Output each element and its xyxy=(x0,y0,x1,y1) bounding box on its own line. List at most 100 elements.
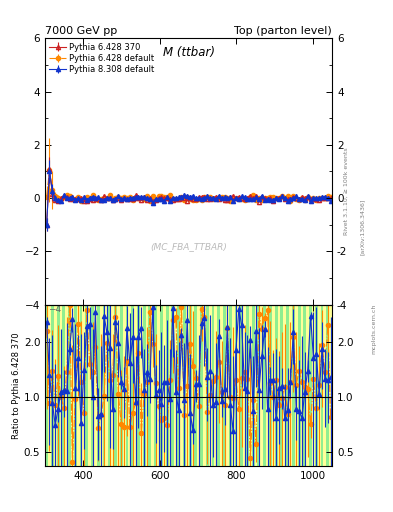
Bar xyxy=(74,281,77,493)
Bar xyxy=(295,281,298,493)
Bar xyxy=(129,281,131,493)
Bar xyxy=(120,281,123,493)
Bar xyxy=(137,281,140,493)
Bar xyxy=(323,281,326,493)
Text: mcplots.cern.ch: mcplots.cern.ch xyxy=(371,304,376,354)
Bar xyxy=(240,281,243,493)
Bar xyxy=(111,281,114,493)
Bar xyxy=(249,281,252,493)
Bar xyxy=(105,281,108,493)
Bar xyxy=(235,281,237,493)
Bar xyxy=(211,281,215,493)
Bar xyxy=(186,281,189,493)
Bar xyxy=(252,281,255,493)
Bar xyxy=(157,281,160,493)
Bar xyxy=(229,281,232,493)
Bar xyxy=(312,281,315,493)
Bar xyxy=(266,281,269,493)
Bar xyxy=(140,281,143,493)
Bar xyxy=(54,281,57,493)
Bar xyxy=(57,281,60,493)
Y-axis label: Ratio to Pythia 6.428 370: Ratio to Pythia 6.428 370 xyxy=(12,332,21,439)
Bar xyxy=(177,281,180,493)
Bar xyxy=(103,281,105,493)
Bar xyxy=(183,281,186,493)
Bar xyxy=(174,281,177,493)
Bar xyxy=(51,281,54,493)
Bar xyxy=(200,281,203,493)
Bar xyxy=(306,281,309,493)
Bar xyxy=(71,281,74,493)
Bar xyxy=(151,281,154,493)
Bar xyxy=(189,281,191,493)
Bar xyxy=(169,281,171,493)
Bar xyxy=(209,281,211,493)
Bar xyxy=(154,281,157,493)
Bar xyxy=(309,281,312,493)
Bar xyxy=(60,281,62,493)
Bar xyxy=(143,281,146,493)
Bar xyxy=(171,281,174,493)
Bar xyxy=(195,281,197,493)
Bar xyxy=(326,281,329,493)
Bar xyxy=(281,281,283,493)
Text: 7000 GeV pp: 7000 GeV pp xyxy=(45,26,118,36)
Bar xyxy=(263,281,266,493)
Bar xyxy=(261,281,263,493)
Bar xyxy=(318,281,321,493)
Bar xyxy=(226,281,229,493)
Bar xyxy=(301,281,303,493)
Bar xyxy=(286,281,289,493)
Bar xyxy=(62,281,65,493)
Bar xyxy=(243,281,246,493)
Bar xyxy=(246,281,249,493)
Bar xyxy=(163,281,166,493)
Bar xyxy=(146,281,149,493)
Bar xyxy=(206,281,209,493)
Bar xyxy=(94,281,97,493)
Bar xyxy=(108,281,111,493)
Bar xyxy=(277,281,281,493)
Bar xyxy=(292,281,295,493)
Bar xyxy=(289,281,292,493)
Bar xyxy=(65,281,68,493)
Bar xyxy=(255,281,257,493)
Bar xyxy=(149,281,151,493)
Bar xyxy=(272,281,275,493)
Bar xyxy=(88,281,91,493)
Bar xyxy=(197,281,200,493)
Bar xyxy=(117,281,120,493)
Bar xyxy=(217,281,220,493)
Bar xyxy=(80,281,83,493)
Bar xyxy=(77,281,80,493)
Bar xyxy=(100,281,103,493)
Bar xyxy=(114,281,117,493)
Bar xyxy=(232,281,235,493)
Bar xyxy=(83,281,85,493)
Bar xyxy=(298,281,301,493)
Text: Top (parton level): Top (parton level) xyxy=(234,26,332,36)
Bar xyxy=(131,281,134,493)
Bar xyxy=(257,281,261,493)
Bar xyxy=(68,281,71,493)
Bar xyxy=(134,281,137,493)
Bar xyxy=(125,281,129,493)
Bar xyxy=(223,281,226,493)
Text: M (ttbar): M (ttbar) xyxy=(163,47,215,59)
Bar xyxy=(91,281,94,493)
Text: Rivet 3.1.10, ≥ 100k events: Rivet 3.1.10, ≥ 100k events xyxy=(344,147,349,234)
Bar xyxy=(203,281,206,493)
Bar xyxy=(160,281,163,493)
Bar xyxy=(180,281,183,493)
Bar xyxy=(97,281,100,493)
Bar xyxy=(283,281,286,493)
Bar xyxy=(237,281,240,493)
Bar xyxy=(315,281,318,493)
Bar xyxy=(321,281,323,493)
Bar xyxy=(191,281,195,493)
Bar xyxy=(166,281,169,493)
Bar xyxy=(48,281,51,493)
Bar xyxy=(269,281,272,493)
Bar xyxy=(220,281,223,493)
Bar xyxy=(303,281,306,493)
